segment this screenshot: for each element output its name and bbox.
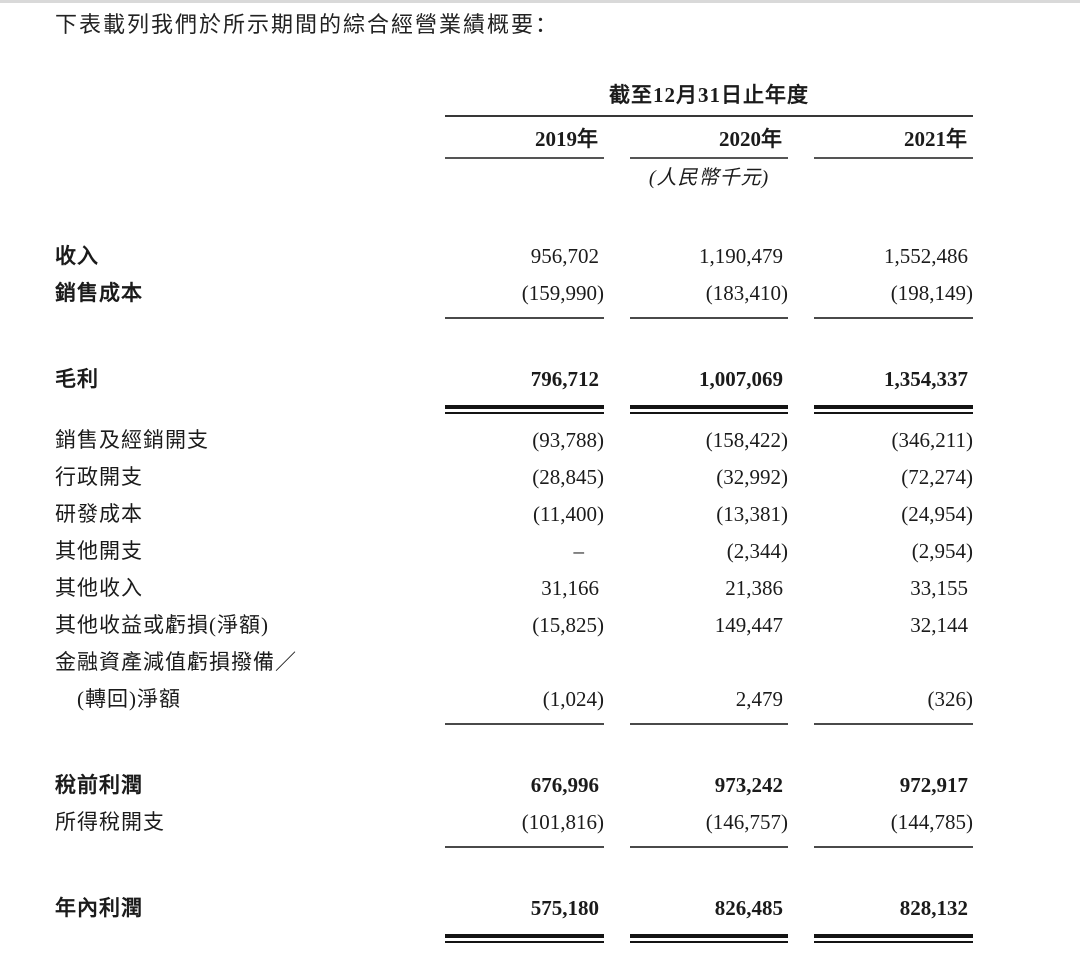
row-value: 676,996	[530, 773, 599, 797]
row-value: (183,410)	[705, 281, 788, 305]
row-value: 826,485	[714, 896, 783, 920]
row-value: 33,155	[910, 576, 968, 600]
row-value: (13,381)	[716, 502, 788, 526]
section-spacer	[55, 848, 973, 890]
row-value: (326)	[927, 687, 974, 711]
column-rule-double	[814, 405, 973, 414]
year-header-2019: 2019年	[445, 117, 604, 159]
row-value: (28,845)	[532, 465, 604, 489]
column-rule-single	[445, 723, 604, 725]
column-rule-single	[445, 317, 604, 319]
row-value: (93,788)	[532, 428, 604, 452]
row-value: 956,702	[530, 244, 599, 268]
row-value: 796,712	[530, 367, 599, 391]
section-spacer	[55, 319, 973, 361]
year-header-2020: 2020年	[630, 117, 788, 159]
currency-unit-note: (人民幣千元)	[648, 167, 770, 189]
financial-summary-table: 截至12月31日止年度 2019年 2020年 2021年 (人民幣千元) 收入…	[55, 85, 973, 943]
row-value: 31,166	[541, 576, 599, 600]
column-rule-single	[630, 723, 788, 725]
row-value: 1,354,337	[884, 367, 968, 391]
column-rule-single	[630, 846, 788, 848]
column-rule-double	[814, 934, 973, 943]
column-rule-double	[445, 405, 604, 414]
column-rule-single	[814, 317, 973, 319]
row-label: 毛利	[55, 367, 99, 391]
row-label: 銷售成本	[55, 281, 143, 305]
row-value: (146,757)	[705, 810, 788, 834]
row-value	[445, 644, 604, 681]
row-value: 149,447	[714, 613, 783, 637]
row-value: 21,386	[725, 576, 783, 600]
column-rule-single	[630, 317, 788, 319]
row-value: 973,242	[714, 773, 783, 797]
row-value: (15,825)	[532, 613, 604, 637]
row-value	[814, 644, 973, 681]
row-label: 其他收入	[55, 576, 143, 600]
row-value: 1,007,069	[699, 367, 783, 391]
row-label: 其他開支	[55, 539, 143, 563]
row-value: 575,180	[530, 896, 599, 920]
row-value: –	[573, 539, 585, 563]
row-label: 銷售及經銷開支	[55, 428, 209, 452]
row-value: (101,816)	[521, 810, 604, 834]
section-spacer	[55, 725, 973, 767]
row-value: (159,990)	[521, 281, 604, 305]
row-value: (24,954)	[901, 502, 973, 526]
row-value: (346,211)	[891, 428, 973, 452]
section-spacer	[55, 414, 973, 422]
row-label: (轉回)淨額	[77, 687, 181, 711]
row-value: (158,422)	[705, 428, 788, 452]
row-label: 稅前利潤	[55, 773, 143, 797]
row-label: 金融資產減值虧損撥備／	[55, 650, 297, 674]
row-label: 所得稅開支	[55, 810, 165, 834]
column-rule-double	[630, 405, 788, 414]
column-rule-double	[445, 934, 604, 943]
row-value: 828,132	[899, 896, 968, 920]
row-value: 1,190,479	[699, 244, 783, 268]
column-rule-single	[445, 846, 604, 848]
period-header: 截至12月31日止年度	[445, 85, 973, 117]
row-value	[630, 644, 788, 681]
row-value: (32,992)	[716, 465, 788, 489]
row-value: 2,479	[735, 687, 783, 711]
column-rule-double	[630, 934, 788, 943]
row-label: 年內利潤	[55, 896, 143, 920]
year-header-2021: 2021年	[814, 117, 973, 159]
column-rule-single	[814, 846, 973, 848]
row-value: (198,149)	[890, 281, 973, 305]
row-value: (2,954)	[911, 539, 973, 563]
row-label: 其他收益或虧損(淨額)	[55, 613, 269, 637]
section-spacer	[55, 189, 973, 238]
row-value: 32,144	[910, 613, 968, 637]
row-value: 972,917	[899, 773, 968, 797]
row-value: (144,785)	[890, 810, 973, 834]
column-rule-single	[814, 723, 973, 725]
row-value: 1,552,486	[884, 244, 968, 268]
row-label: 收入	[55, 244, 99, 268]
row-value: (11,400)	[533, 502, 604, 526]
row-value: (2,344)	[726, 539, 788, 563]
intro-text: 下表載列我們於所示期間的綜合經營業績概要：	[55, 12, 560, 37]
row-label: 行政開支	[55, 465, 143, 489]
row-label: 研發成本	[55, 502, 143, 526]
row-value: (72,274)	[901, 465, 973, 489]
row-value: (1,024)	[542, 687, 604, 711]
